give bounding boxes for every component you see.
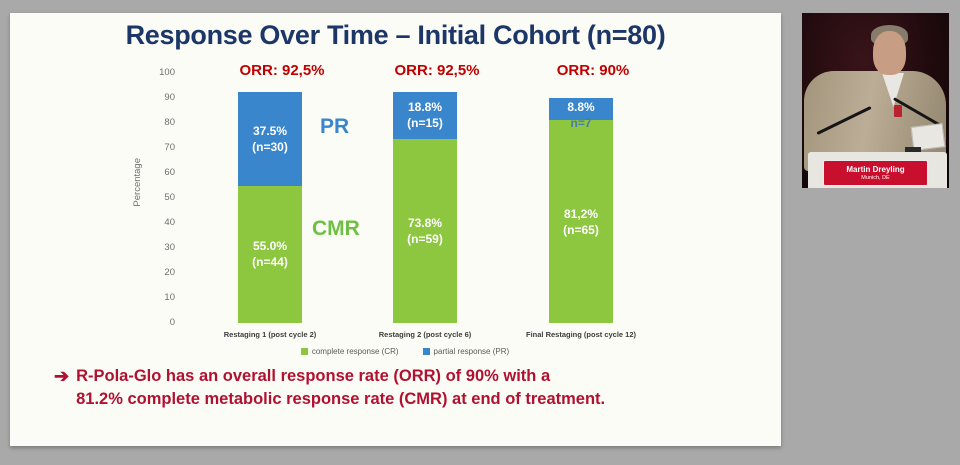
speaker-name: Martin Dreyling <box>846 164 905 174</box>
bar-value-label: 55.0% (n=44) <box>238 186 302 324</box>
conclusion-lines: R-Pola-Glo has an overall response rate … <box>76 365 605 411</box>
chart-legend: complete response (CR) partial response (… <box>250 347 560 356</box>
bar-value-line: 55.0% <box>252 239 288 254</box>
x-category-label: Final Restaging (post cycle 12) <box>525 330 637 339</box>
speaker-location: Munich, DE <box>861 174 890 181</box>
conference-badge <box>894 105 902 117</box>
bar-value-label: 81,2% (n=65) <box>549 120 613 323</box>
y-tick-label: 0 <box>169 317 175 328</box>
conclusion-line1: R-Pola-Glo has an overall response rate … <box>76 367 551 385</box>
orr-label: ORR: 92,5% <box>394 62 480 79</box>
legend-label: partial response (PR) <box>433 347 510 356</box>
bar-value-line: (n=30) <box>252 139 288 154</box>
y-tick-label: 40 <box>164 217 175 228</box>
orr-label: ORR: 90% <box>556 62 630 79</box>
speaker-video-thumbnail[interactable]: Martin Dreyling Munich, DE <box>802 13 949 188</box>
bar-value-label: 18.8% (n=15) <box>393 92 457 139</box>
bar-value-line: (n=15) <box>407 116 443 130</box>
bar-value-label: 37.5% (n=30) <box>238 92 302 186</box>
y-tick-label: 20 <box>164 267 175 278</box>
y-tick-label: 100 <box>159 67 175 78</box>
x-category-label: Restaging 1 (post cycle 2) <box>223 330 317 339</box>
bar-value-line: (n=44) <box>252 255 288 270</box>
chart: Percentage 100 90 80 70 60 50 40 30 20 10 0 ORR: 9… <box>10 13 781 446</box>
bar-value-line: 81,2% <box>563 206 599 221</box>
partial-response-swatch <box>422 348 430 355</box>
microphone-base <box>905 147 921 152</box>
arrow-icon: ➔ <box>54 366 70 386</box>
bar-value-line: (n=65) <box>563 222 599 237</box>
bar-segment-pr: 8.8% n=7 <box>549 98 613 130</box>
cmr-annotation: CMR <box>312 217 360 240</box>
slide-title: Response Over Time – Initial Cohort (n=8… <box>125 20 666 50</box>
bar-segment-cr: 81,2% (n=65) <box>549 120 613 323</box>
bar-value-label: 73.8% (n=59) <box>393 139 457 324</box>
y-tick-label: 50 <box>164 192 175 203</box>
y-tick-label: 30 <box>164 242 175 253</box>
plot-area: ORR: 92,5% 55.0% (n=44) 37.5% (n=30) Restagin… <box>10 13 781 446</box>
bar-value-line: 73.8% <box>407 215 443 230</box>
y-tick-label: 10 <box>164 292 175 303</box>
bar-segment-pr: 18.8% (n=15) <box>393 91 457 139</box>
presentation-slide: Response Over Time – Initial Cohort (n=8… <box>10 13 781 446</box>
conclusion-text: ➔ R-Pola-Glo has an overall response rat… <box>54 365 605 411</box>
bar-value-label: 8.8% n=7 <box>549 99 613 131</box>
pr-annotation: PR <box>320 115 350 138</box>
y-tick-label: 60 <box>164 167 175 178</box>
y-tick-label: 80 <box>164 117 175 128</box>
bar-value-line: (n=59) <box>407 231 443 246</box>
bar-value-line: 37.5% <box>252 123 288 138</box>
speaker-nameplate: Martin Dreyling Munich, DE <box>823 160 928 186</box>
bar-value-line: 8.8% <box>567 100 595 114</box>
y-tick-label: 90 <box>164 92 175 103</box>
bar-value-line: 18.8% <box>407 100 443 114</box>
bar-segment-cr: 55.0% (n=44) <box>238 185 302 324</box>
legend-item: partial response (PR) <box>422 347 510 356</box>
y-tick-label: 70 <box>164 142 175 153</box>
speaker-head <box>873 31 906 75</box>
orr-label: ORR: 92,5% <box>239 62 325 79</box>
y-axis-ticks: 100 90 80 70 60 50 40 30 20 10 0 <box>10 13 781 446</box>
complete-response-swatch <box>300 348 308 355</box>
x-category-label: Restaging 2 (post cycle 6) <box>378 330 472 339</box>
legend-item: complete response (CR) <box>300 347 399 356</box>
bar-value-line: n=7 <box>570 116 592 130</box>
legend-label: complete response (CR) <box>311 347 399 356</box>
bar-segment-cr: 73.8% (n=59) <box>393 138 457 324</box>
conclusion-line2: 81.2% complete metabolic response rate (… <box>76 390 606 408</box>
bar-segment-pr: 37.5% (n=30) <box>238 91 302 186</box>
